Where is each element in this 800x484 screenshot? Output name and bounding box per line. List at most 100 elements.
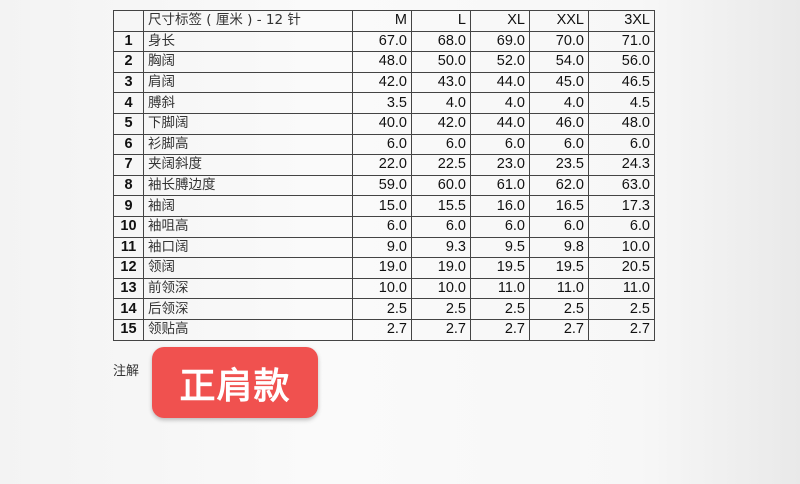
row-number: 3	[113, 71, 144, 94]
row-number: 6	[113, 133, 144, 156]
table-title: 尺寸标签 ( 厘米 ) - 12 针	[143, 10, 353, 32]
row-number: 1	[113, 30, 144, 53]
measurement-value: 11.0	[529, 277, 589, 300]
measurement-value: 10.0	[352, 277, 412, 300]
row-number: 7	[113, 154, 144, 176]
measurement-value: 11.0	[470, 277, 530, 300]
measurement-value: 62.0	[529, 174, 589, 197]
row-number: 9	[113, 195, 144, 217]
measurement-value: 46.0	[529, 112, 589, 135]
header-number-cell	[113, 10, 144, 32]
measurement-value: 50.0	[411, 51, 471, 73]
size-header-m: M	[352, 10, 412, 32]
measurement-label: 身长	[143, 30, 353, 53]
size-header-l: L	[411, 10, 471, 32]
row-number: 10	[113, 215, 144, 238]
measurement-label: 下脚阔	[143, 112, 353, 135]
table-row: 3 肩阔 42.0 43.0 44.0 45.0 46.5	[113, 71, 655, 94]
measurement-value: 70.0	[529, 30, 589, 53]
table-row: 2 胸阔 48.0 50.0 52.0 54.0 56.0	[113, 51, 655, 73]
measurement-label: 袖阔	[143, 195, 353, 217]
measurement-value: 44.0	[470, 71, 530, 94]
size-header-3xl: 3XL	[588, 10, 655, 32]
table-row: 12 领阔 19.0 19.0 19.5 19.5 20.5	[113, 257, 655, 279]
measurement-value: 15.0	[352, 195, 412, 217]
measurement-value: 71.0	[588, 30, 655, 53]
row-number: 11	[113, 236, 144, 259]
row-number: 14	[113, 298, 144, 320]
measurement-value: 42.0	[411, 112, 471, 135]
table-row: 1 身长 67.0 68.0 69.0 70.0 71.0	[113, 30, 655, 53]
measurement-value: 6.0	[588, 215, 655, 238]
table-row: 7 夹阔斜度 22.0 22.5 23.0 23.5 24.3	[113, 154, 655, 176]
measurement-value: 4.0	[529, 92, 589, 114]
measurement-value: 9.5	[470, 236, 530, 259]
table-row: 9 袖阔 15.0 15.5 16.0 16.5 17.3	[113, 195, 655, 217]
row-number: 2	[113, 51, 144, 73]
measurement-value: 67.0	[352, 30, 412, 53]
style-badge: 正肩款	[152, 347, 318, 418]
measurement-value: 63.0	[588, 174, 655, 197]
measurement-value: 4.5	[588, 92, 655, 114]
measurement-value: 9.0	[352, 236, 412, 259]
measurement-value: 16.0	[470, 195, 530, 217]
measurement-value: 60.0	[411, 174, 471, 197]
measurement-value: 6.0	[470, 133, 530, 156]
measurement-value: 15.5	[411, 195, 471, 217]
measurement-value: 6.0	[470, 215, 530, 238]
measurement-value: 9.8	[529, 236, 589, 259]
measurement-value: 19.5	[529, 257, 589, 279]
table-row: 4 膊斜 3.5 4.0 4.0 4.0 4.5	[113, 92, 655, 114]
measurement-value: 3.5	[352, 92, 412, 114]
measurement-label: 膊斜	[143, 92, 353, 114]
measurement-label: 领贴高	[143, 318, 353, 341]
measurement-label: 夹阔斜度	[143, 154, 353, 176]
measurement-value: 44.0	[470, 112, 530, 135]
row-number: 13	[113, 277, 144, 300]
size-header-xl: XL	[470, 10, 530, 32]
measurement-label: 袖口阔	[143, 236, 353, 259]
measurement-label: 袖长膊边度	[143, 174, 353, 197]
measurement-value: 6.0	[411, 215, 471, 238]
measurement-value: 16.5	[529, 195, 589, 217]
measurement-value: 45.0	[529, 71, 589, 94]
row-number: 4	[113, 92, 144, 114]
measurement-value: 52.0	[470, 51, 530, 73]
size-chart-table: 尺寸标签 ( 厘米 ) - 12 针 M L XL XXL 3XL 1 身长 67.…	[113, 10, 655, 341]
measurement-value: 2.5	[411, 298, 471, 320]
measurement-value: 2.5	[529, 298, 589, 320]
measurement-label: 衫脚高	[143, 133, 353, 156]
measurement-value: 2.7	[352, 318, 412, 341]
measurement-value: 9.3	[411, 236, 471, 259]
measurement-value: 6.0	[352, 215, 412, 238]
measurement-value: 6.0	[588, 133, 655, 156]
measurement-value: 2.5	[588, 298, 655, 320]
measurement-value: 10.0	[411, 277, 471, 300]
measurement-value: 4.0	[470, 92, 530, 114]
measurement-value: 6.0	[529, 133, 589, 156]
measurement-value: 42.0	[352, 71, 412, 94]
measurement-label: 前领深	[143, 277, 353, 300]
measurement-value: 6.0	[411, 133, 471, 156]
measurement-value: 10.0	[588, 236, 655, 259]
measurement-value: 40.0	[352, 112, 412, 135]
measurement-value: 46.5	[588, 71, 655, 94]
measurement-label: 胸阔	[143, 51, 353, 73]
measurement-value: 2.5	[352, 298, 412, 320]
table-row: 6 衫脚高 6.0 6.0 6.0 6.0 6.0	[113, 133, 655, 156]
measurement-value: 54.0	[529, 51, 589, 73]
measurement-value: 23.5	[529, 154, 589, 176]
measurement-value: 48.0	[588, 112, 655, 135]
measurement-value: 22.0	[352, 154, 412, 176]
measurement-value: 48.0	[352, 51, 412, 73]
table-row: 15 领贴高 2.7 2.7 2.7 2.7 2.7	[113, 318, 655, 341]
measurement-label: 后领深	[143, 298, 353, 320]
measurement-value: 4.0	[411, 92, 471, 114]
measurement-value: 19.0	[411, 257, 471, 279]
measurement-value: 69.0	[470, 30, 530, 53]
row-number: 8	[113, 174, 144, 197]
measurement-value: 19.5	[470, 257, 530, 279]
row-number: 15	[113, 318, 144, 341]
table-row: 11 袖口阔 9.0 9.3 9.5 9.8 10.0	[113, 236, 655, 259]
